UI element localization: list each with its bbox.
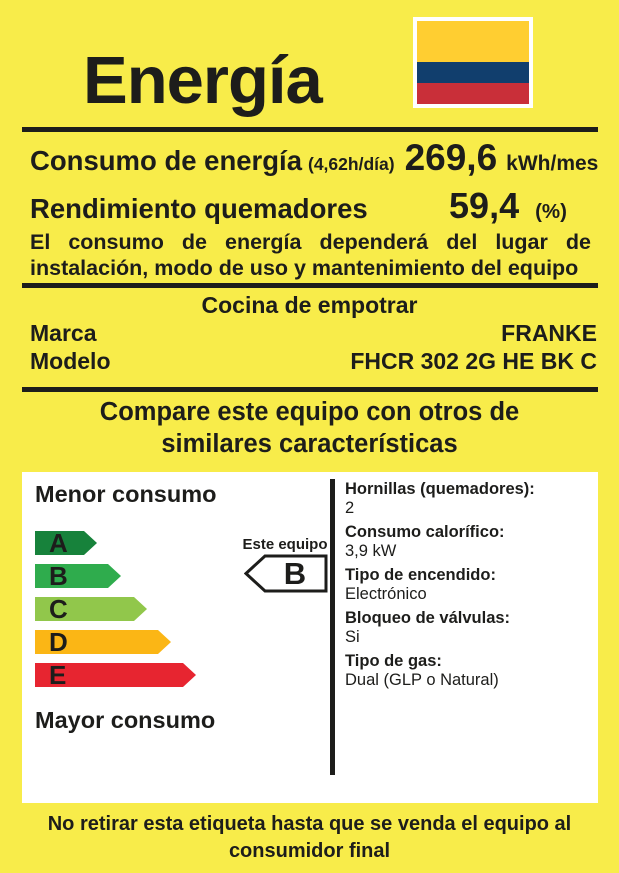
colombia-flag-icon [413,17,533,108]
grade-arrow-e: E [35,663,196,687]
flag-stripe-blue [417,62,529,83]
product-category: Cocina de empotrar [201,292,418,318]
spec-value: Si [345,628,360,646]
spec-label: Tipo de gas: [345,652,442,670]
spec-label: Consumo calorífico: [345,523,505,541]
burner-efficiency-value: 59,4 [449,185,520,226]
rating-value: B [283,556,307,591]
flag-stripe-yellow [417,21,529,62]
spec-item-valve-lock: Bloqueo de válvulas: Si [345,609,589,647]
brand-value: FRANKE [501,320,597,346]
flag-stripe-red [417,83,529,104]
spec-label: Bloqueo de válvulas: [345,609,511,627]
model-label: Modelo [30,348,111,374]
vertical-divider [330,479,335,775]
grade-arrow-b: B [35,564,121,588]
consumption-label: Consumo de energía [30,145,302,176]
spec-value: Electrónico [345,585,427,603]
burner-efficiency-label: Rendimiento quemadores [30,193,368,224]
spec-item-burners: Hornillas (quemadores): 2 [345,480,589,518]
energy-consumption-row: Consumo de energía (4,62h/día) 269,6 kWh… [30,137,603,179]
grade-arrow-c: C [35,597,147,621]
grade-letter-c: C [49,594,68,624]
spec-value: Dual (GLP o Natural) [345,671,499,689]
spec-value: 2 [345,499,355,517]
menor-consumo-label: Menor consumo [35,481,217,507]
grade-letter-d: D [49,627,68,657]
model-value: FHCR 302 2G HE BK C [350,348,597,374]
disclaimer-text: El consumo de energía dependerá del luga… [30,230,591,280]
consumption-value: 269,6 [404,137,498,178]
grade-letter-e: E [49,660,67,690]
brand-row: Marca FRANKE [30,320,597,347]
footer-note: No retirar esta etiqueta hasta que se ve… [47,813,572,862]
rating-pointer-icon [244,554,328,593]
mayor-consumo-label: Mayor consumo [35,707,216,733]
compare-heading: Compare este equipo con otros de similar… [99,398,520,458]
model-row: Modelo FHCR 302 2G HE BK C [30,348,597,375]
spec-label: Tipo de encendido: [345,566,496,584]
spec-item-caloric: Consumo calorífico: 3,9 kW [345,523,589,561]
spec-list: Hornillas (quemadores): 2 Consumo calorí… [345,480,589,695]
spec-item-ignition: Tipo de encendido: Electrónico [345,566,589,604]
grade-letter-b: B [49,561,68,591]
divider-top [22,127,598,132]
divider-middle [22,283,598,288]
grade-letter-a: A [49,528,68,558]
brand-label: Marca [30,320,97,346]
este-equipo-label: Este equipo [242,536,328,553]
spec-value: 3,9 kW [345,542,397,560]
burner-efficiency-unit: (%) [535,200,567,223]
consumption-unit: kWh/mes [506,152,599,175]
grade-arrow-a: A [35,531,97,555]
grade-arrow-d: D [35,630,171,654]
burner-efficiency-row: Rendimiento quemadores 59,4 (%) [30,185,567,227]
page-title: Energía [83,43,323,118]
consumption-hours: (4,62h/día) [308,154,395,174]
divider-bottom [22,387,598,392]
spec-label: Hornillas (quemadores): [345,480,535,498]
spec-item-gas-type: Tipo de gas: Dual (GLP o Natural) [345,652,589,690]
